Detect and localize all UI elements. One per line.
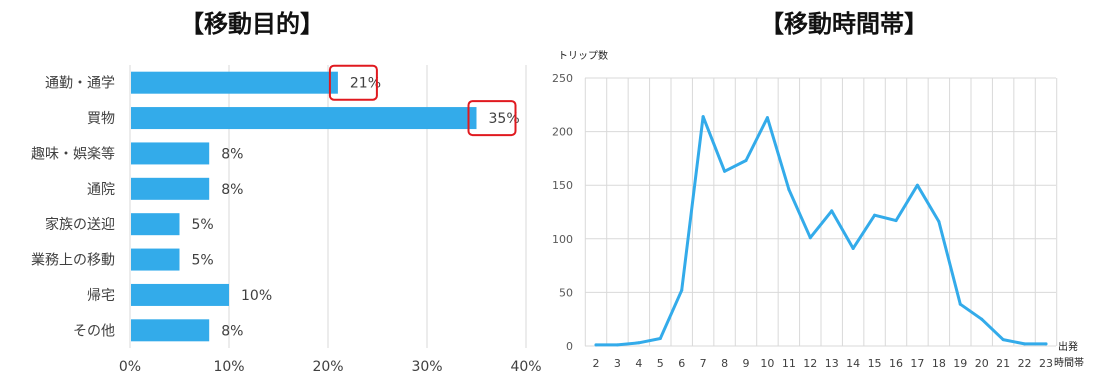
x-tick-label: 10 [760,357,774,370]
y-tick-label: 200 [552,126,573,139]
value-label: 5% [192,253,214,269]
data-point [980,317,984,321]
purpose-bar-chart: 0% 10% 20% 30% 40% 通勤・通学 21% 買物 35% 趣味・娯楽等 8% 通院 8% 家… [31,64,542,375]
x-tick-label: 6 [678,357,685,370]
data-point [701,115,705,119]
value-label: 8% [221,323,243,339]
category-label: 通勤・通学 [45,76,115,92]
bar [131,213,180,236]
data-point [873,213,877,217]
data-point [808,236,812,240]
y-tick-label: 0 [566,340,573,353]
x-tick-label: 21 [996,357,1010,370]
x-tick-label: 20% [312,359,343,375]
x-tick-label: 8 [721,357,728,370]
x-tick-label: 15 [868,357,882,370]
y-tick-label: 100 [552,233,573,246]
value-label: 10% [241,288,272,304]
x-tick-label: 7 [700,357,707,370]
bar [131,177,210,200]
bar [131,142,210,165]
data-point [744,159,748,163]
purpose-chart-title: 【移動目的】 [180,10,324,38]
data-point [958,302,962,306]
x-tick-label: 16 [889,357,903,370]
value-label: 8% [221,182,243,198]
value-label: 5% [192,217,214,233]
series-line [594,115,1048,347]
x-tick-label: 10% [213,359,244,375]
value-label: 21% [350,76,381,92]
x-tick-label: 0% [119,359,141,375]
x-axis-title: 時間帯 [1054,356,1084,369]
x-tick-label: 18 [932,357,946,370]
data-point [637,341,641,345]
x-tick-label: 13 [825,357,839,370]
data-point [658,336,662,340]
x-tick-label: 9 [743,357,750,370]
x-tick-label: 14 [846,357,860,370]
bar [131,248,180,271]
data-point [615,343,619,347]
bar [131,319,210,342]
x-tick-label: 17 [910,357,924,370]
x-tick-label: 4 [635,357,642,370]
data-point [851,246,855,250]
x-tick-label: 19 [953,357,967,370]
x-tick-label: 22 [1018,357,1032,370]
category-label: その他 [73,323,115,339]
category-label: 通院 [87,182,115,198]
highlight-box [328,64,378,101]
data-point [1044,342,1048,346]
data-point [915,183,919,187]
x-tick-label: 3 [614,357,621,370]
y-tick-label: 250 [552,72,573,85]
data-point [765,116,769,120]
data-point [894,219,898,223]
y-axis-title: トリップ数 [558,49,608,62]
bar [131,107,477,130]
y-tick-label: 50 [559,286,573,299]
data-point [830,209,834,213]
x-tick-label: 12 [803,357,817,370]
data-point [1023,342,1027,346]
value-label: 8% [221,146,243,162]
x-tick-label: 40% [510,359,541,375]
category-label: 家族の送迎 [45,216,115,233]
data-point [937,220,941,224]
data-point [1001,338,1005,342]
y-tick-label: 150 [552,179,573,192]
category-label: 帰宅 [87,287,115,304]
category-label: 買物 [87,111,115,127]
x-tick-label: 23 [1039,357,1053,370]
x-tick-label: 20 [975,357,989,370]
x-tick-label: 11 [782,357,796,370]
time-chart-title: 【移動時間帯】 [760,10,928,38]
highlight-box [467,100,517,137]
data-point [787,187,791,191]
bar [131,283,229,306]
x-tick-label: 30% [411,359,442,375]
x-tick-label: 2 [593,357,600,370]
x-tick-label: 5 [657,357,664,370]
data-point [680,288,684,292]
category-label: 趣味・娯楽等 [31,145,115,162]
data-point [594,343,598,347]
data-point [723,169,727,173]
bar [131,71,338,94]
x-axis-title: 出発 [1058,340,1078,353]
value-label: 35% [489,111,520,127]
category-label: 業務上の移動 [31,253,115,269]
